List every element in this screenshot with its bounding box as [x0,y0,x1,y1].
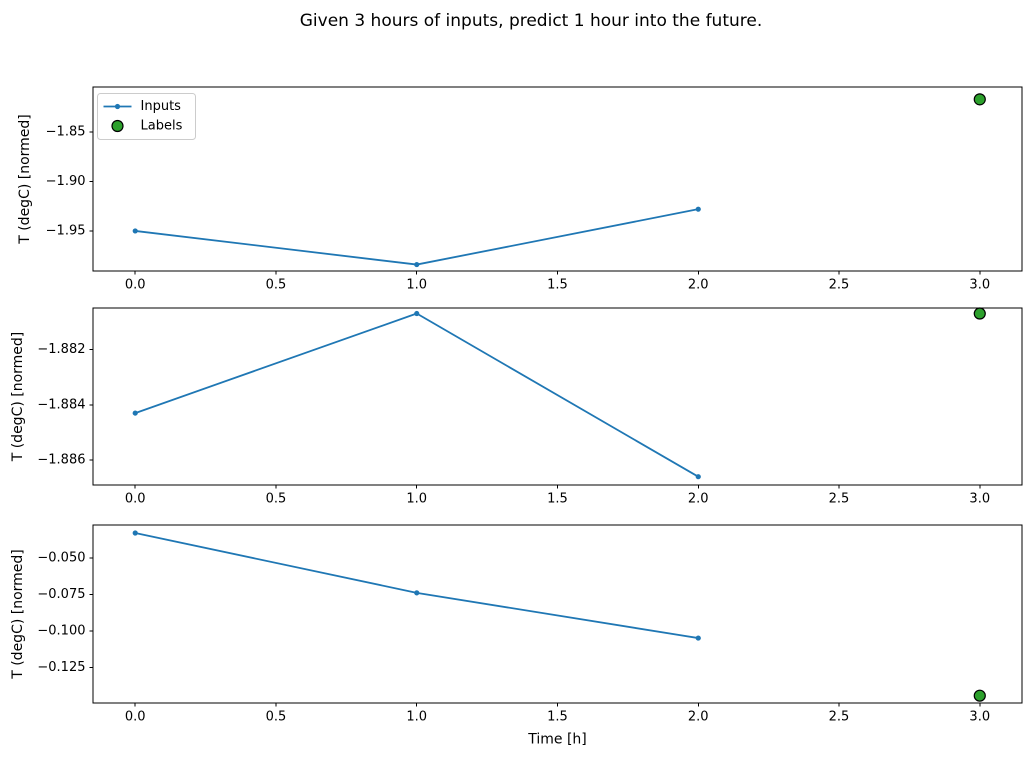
subplot-2-y-tick-label: −1.886 [37,453,85,468]
subplot-1-y-axis-label: T (degC) [normed] [17,114,33,245]
subplot-3-inputs-marker [132,530,138,536]
subplot-1-inputs-marker [695,206,701,212]
subplot-1-x-tick-label: 2.0 [688,277,709,292]
subplot-1-x-tick-label: 1.0 [406,277,427,292]
subplot-3-x-tick-label: 0.0 [125,709,146,724]
subplot-3-frame [92,524,1023,704]
subplot-2-y-tick-label: −1.884 [37,397,85,412]
figure-title: Given 3 hours of inputs, predict 1 hour … [299,11,763,31]
subplot-2-inputs-marker [695,474,701,480]
subplot-2-x-tick-label: 2.0 [688,491,709,506]
subplot-2-x-tick-label: 1.5 [547,491,568,506]
subplot-1-inputs-line [134,208,700,266]
subplot-1-y-tick-label: −1.85 [46,125,86,140]
subplot-3-x-tick-label: 0.5 [266,709,287,724]
subplot-1-inputs-marker [414,261,420,268]
subplot-2-y-tick-label: −1.882 [37,342,85,357]
subplot-3-x-tick-label: 2.0 [688,709,709,724]
subplot-3-x-tick-label: 1.0 [406,709,427,724]
subplot-3-y-tick-label: −0.075 [37,587,85,602]
subplot-1-inputs-marker [132,228,138,234]
subplot-2-x-tick-label: 1.0 [406,491,427,506]
legend-item-label-labels: Labels [141,119,183,134]
subplot-3-inputs-marker [414,590,420,596]
subplot-2-y-axis-label: T (degC) [normed] [10,332,26,463]
subplot-3-y-axis-label: T (degC) [normed] [10,549,26,680]
subplot-2-labels-point [973,307,986,320]
subplot-3-inputs-line [134,532,700,639]
subplot-2-frame [92,307,1023,486]
subplot-2-x-tick-label: 3.0 [969,491,990,506]
subplot-3-y-tick-label: −0.050 [37,550,85,565]
subplot-3-x-tick-label: 2.5 [829,709,850,724]
subplot-1-y-tick-label: −1.95 [46,223,86,238]
subplot-3-inputs-marker [695,635,701,641]
subplot-2-x-tick-label: 2.5 [829,491,850,506]
subplot-2-x-tick-label: 0.0 [125,491,146,506]
legend-labels-marker-sample [111,119,124,133]
subplot-3-y-tick-label: −0.125 [37,660,85,675]
subplot-3-x-axis-label: Time [h] [527,732,587,748]
subplot-3-labels-point [973,689,986,702]
subplot-1-x-tick-label: 0.0 [125,277,146,292]
legend-inputs-marker-sample [114,103,121,110]
subplot-2-inputs-marker [132,410,138,416]
subplot-1-x-tick-label: 0.5 [266,277,287,292]
subplot-2-inputs-marker [414,310,420,317]
subplot-1-x-tick-label: 2.5 [829,277,850,292]
subplot-3-x-tick-label: 3.0 [969,709,990,724]
subplot-2-x-tick-label: 0.5 [266,491,287,506]
subplot-2-inputs-line [134,312,700,478]
subplot-1-y-tick-label: −1.90 [46,174,86,189]
subplot-1-x-tick-label: 1.5 [547,277,568,292]
subplot-3-y-tick-label: −0.100 [37,623,85,638]
subplot-1-x-tick-label: 3.0 [969,277,990,292]
subplot-3-x-tick-label: 1.5 [547,709,568,724]
subplot-1-labels-point [973,93,986,106]
legend-item-label-inputs: Inputs [141,99,182,114]
